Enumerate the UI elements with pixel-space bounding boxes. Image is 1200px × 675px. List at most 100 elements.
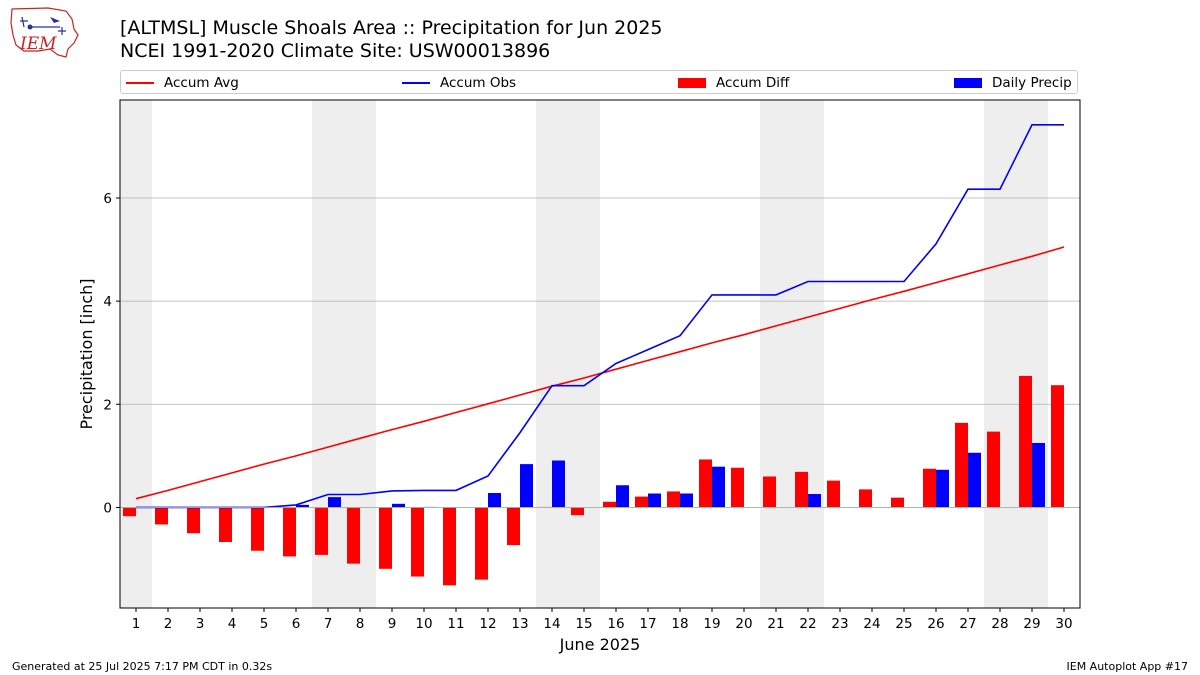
x-tick-label: 17	[639, 616, 656, 632]
legend-item-accum-obs: Accum Obs	[402, 74, 516, 92]
bar-accum-diff	[667, 491, 680, 508]
legend-item-daily-precip: Daily Precip	[954, 74, 1072, 92]
bar-accum-diff	[283, 507, 296, 557]
x-tick-label: 8	[356, 616, 365, 632]
bar-accum-diff	[123, 507, 136, 517]
x-tick-label: 11	[447, 616, 464, 632]
x-tick-label: 2	[164, 616, 173, 632]
chart-subtitle: NCEI 1991-2020 Climate Site: USW00013896	[120, 40, 551, 62]
plot-frame	[119, 99, 1081, 609]
x-tick-label: 1	[132, 616, 141, 632]
x-tick-label: 23	[831, 616, 848, 632]
x-tick-label: 24	[863, 616, 880, 632]
y-tick-label: 0	[103, 500, 112, 516]
bar-daily-precip	[616, 485, 629, 508]
x-tick-label: 14	[543, 616, 560, 632]
bar-accum-diff	[315, 507, 328, 555]
legend-label: Accum Avg	[164, 75, 239, 91]
legend-item-accum-diff: Accum Diff	[678, 74, 789, 92]
weekend-shade	[568, 100, 600, 608]
bar-daily-precip	[296, 504, 309, 508]
bar-accum-diff	[1019, 375, 1032, 508]
bar-accum-diff	[411, 507, 424, 577]
legend: Accum Avg Accum Obs Accum Diff Daily Pre…	[120, 70, 1078, 94]
bar-daily-precip	[648, 493, 661, 508]
legend-label: Daily Precip	[992, 75, 1072, 91]
x-tick-label: 27	[959, 616, 976, 632]
bar-accum-diff	[731, 467, 744, 508]
x-tick-label: 10	[415, 616, 432, 632]
bar-accum-diff	[443, 507, 456, 586]
iem-logo: IEM	[8, 5, 80, 59]
chart-title: [ALTMSL] Muscle Shoals Area :: Precipita…	[120, 17, 663, 39]
y-tick-label: 4	[103, 294, 112, 310]
x-axis-label: June 2025	[559, 635, 641, 654]
line-accum-avg	[135, 246, 1065, 500]
x-tick-label: 30	[1055, 616, 1072, 632]
bar-daily-precip	[712, 466, 725, 508]
x-tick-label: 7	[324, 616, 333, 632]
x-tick-label: 20	[735, 616, 752, 632]
x-tick-label: 19	[703, 616, 720, 632]
bar-accum-diff	[955, 422, 968, 508]
x-tick-label: 21	[767, 616, 784, 632]
bar-daily-precip	[328, 497, 341, 508]
weekend-shade	[792, 100, 824, 608]
bar-accum-diff	[699, 459, 712, 508]
legend-item-accum-avg: Accum Avg	[126, 74, 239, 92]
weekend-shade	[984, 100, 1016, 608]
bar-daily-precip	[936, 469, 949, 508]
line-accum-obs	[136, 124, 1064, 509]
bar-accum-diff	[1051, 385, 1064, 508]
bar-accum-diff	[347, 507, 360, 564]
x-tick-label: 28	[991, 616, 1008, 632]
bar-accum-diff	[155, 507, 168, 525]
bar-accum-diff	[795, 471, 808, 508]
generated-timestamp: Generated at 25 Jul 2025 7:17 PM CDT in …	[12, 660, 273, 673]
x-tick-label: 9	[388, 616, 397, 632]
bar-daily-precip	[968, 452, 981, 508]
bar-accum-diff	[507, 507, 520, 546]
bar-accum-diff	[763, 476, 776, 508]
x-tick-label: 15	[575, 616, 592, 632]
x-tick-label: 6	[292, 616, 301, 632]
bar-accum-diff	[219, 507, 232, 542]
bar-daily-precip	[520, 464, 533, 508]
bar-daily-precip	[808, 494, 821, 508]
bar-accum-diff	[635, 496, 648, 508]
legend-swatch	[126, 82, 154, 84]
bar-accum-diff	[827, 480, 840, 508]
bar-accum-diff	[987, 431, 1000, 508]
weekend-shade	[760, 100, 792, 608]
bar-accum-diff	[475, 507, 488, 580]
y-tick-label: 6	[103, 191, 112, 207]
x-tick-label: 4	[228, 616, 237, 632]
bar-daily-precip	[552, 460, 565, 508]
x-tick-label: 12	[479, 616, 496, 632]
bar-accum-diff	[923, 468, 936, 508]
bar-accum-diff	[571, 507, 584, 516]
svg-text:IEM: IEM	[19, 34, 57, 54]
bar-daily-precip	[392, 503, 405, 508]
bar-accum-diff	[187, 507, 200, 534]
weekend-shade	[120, 100, 152, 608]
legend-swatch	[954, 78, 982, 88]
bar-accum-diff	[379, 507, 392, 569]
bar-accum-diff	[603, 501, 616, 508]
x-tick-label: 16	[607, 616, 624, 632]
bar-accum-diff	[891, 497, 904, 508]
y-tick-label: 2	[103, 397, 112, 413]
x-tick-label: 25	[895, 616, 912, 632]
weekend-shade	[536, 100, 568, 608]
bar-accum-diff	[251, 507, 264, 551]
x-tick-label: 3	[196, 616, 205, 632]
legend-swatch	[402, 82, 430, 84]
y-axis-label: Precipitation [inch]	[77, 278, 96, 429]
bar-accum-diff	[859, 489, 872, 508]
x-tick-label: 26	[927, 616, 944, 632]
x-tick-label: 22	[799, 616, 816, 632]
bar-daily-precip	[1032, 442, 1045, 508]
bar-daily-precip	[680, 493, 693, 508]
x-tick-label: 29	[1023, 616, 1040, 632]
